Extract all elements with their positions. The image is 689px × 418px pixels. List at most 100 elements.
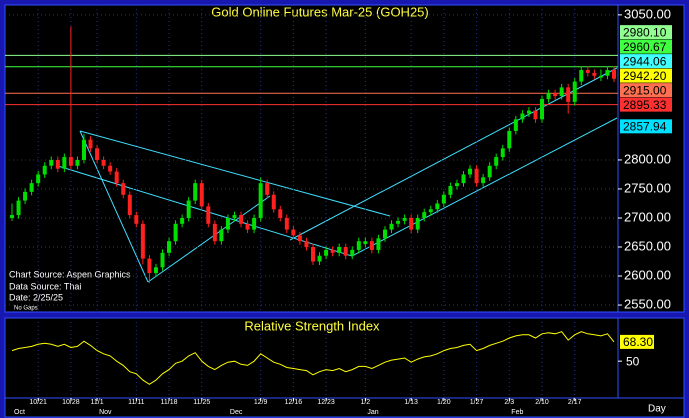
trendline xyxy=(79,130,149,283)
level-box xyxy=(620,54,672,69)
candle-body xyxy=(461,174,466,184)
candle-body xyxy=(317,255,322,262)
source-line: Chart Source: Aspen Graphics xyxy=(9,269,131,279)
candle-body xyxy=(605,69,610,76)
candle-body xyxy=(252,217,257,230)
candle-body xyxy=(376,238,381,250)
trendline xyxy=(289,67,618,241)
y-tick-label: 2550.00 xyxy=(624,296,671,311)
x-tick-label: 1/13 xyxy=(404,399,418,406)
candle-body xyxy=(572,81,577,102)
candle-body xyxy=(422,212,427,218)
candle-body xyxy=(324,249,329,256)
candle-body xyxy=(180,217,185,224)
candle-body xyxy=(23,191,28,201)
level-label: 2942.20 xyxy=(623,69,667,83)
x-unit: Day xyxy=(648,404,666,415)
level-box xyxy=(620,83,672,98)
candle-body xyxy=(245,223,250,230)
candle-body xyxy=(415,217,420,230)
level-box xyxy=(620,39,672,54)
candle-body xyxy=(206,206,211,224)
x-tick-label: 11/25 xyxy=(193,399,210,406)
candle-body xyxy=(566,87,571,102)
candle-body xyxy=(265,183,270,195)
candle-body xyxy=(454,183,459,187)
candle-body xyxy=(513,119,518,131)
candle-body xyxy=(212,223,217,242)
candle-body xyxy=(579,69,584,82)
candle-body xyxy=(278,209,283,218)
candle-body xyxy=(55,159,60,169)
trendline xyxy=(351,117,618,257)
y-tick-label: 2600.00 xyxy=(624,267,671,282)
candle-body xyxy=(428,209,433,213)
chart-title: Gold Online Futures Mar-25 (GOH25) xyxy=(211,4,428,19)
x-tick-label: 12/9 xyxy=(254,399,268,406)
source-line: Date: 2/25/25 xyxy=(9,292,63,302)
candle-body xyxy=(337,247,342,253)
candle-body xyxy=(62,157,67,169)
candle-body xyxy=(134,215,139,224)
candle-body xyxy=(559,87,564,97)
month-label: Nov xyxy=(99,409,112,416)
candle-body xyxy=(199,183,204,207)
candle-body xyxy=(343,247,348,256)
candle-body xyxy=(127,194,132,216)
x-tick-label: 2/3 xyxy=(504,399,514,406)
x-tick-label: 1/2 xyxy=(360,399,370,406)
level-label: 2895.33 xyxy=(623,98,667,112)
candle-body xyxy=(258,183,263,218)
rsi-value-label: 68.30 xyxy=(623,335,653,349)
candle-body xyxy=(101,159,106,166)
candle-body xyxy=(186,200,191,218)
trendline xyxy=(57,165,353,257)
candle-body xyxy=(239,215,244,224)
rsi-panel xyxy=(4,317,619,399)
month-label: Oct xyxy=(14,409,25,416)
x-tick-label: 11/18 xyxy=(161,399,178,406)
trendline xyxy=(147,195,271,283)
candle-body xyxy=(297,235,302,242)
x-tick-label: 12/16 xyxy=(285,399,303,406)
month-label: Dec xyxy=(230,409,243,416)
candle-body xyxy=(193,183,198,201)
candle-body xyxy=(147,258,152,274)
candle-body xyxy=(10,215,14,218)
x-tick-label: 2/17 xyxy=(568,399,582,406)
y-tick-label: 2800.00 xyxy=(624,151,671,166)
level-box xyxy=(620,119,672,134)
trendlines xyxy=(57,67,618,283)
x-tick-label: 1/27 xyxy=(470,399,484,406)
candle-body xyxy=(441,194,446,204)
candle-body xyxy=(140,223,145,259)
candle-body xyxy=(219,229,224,242)
rsi-title: Relative Strength Index xyxy=(244,318,380,333)
candle-body xyxy=(88,139,93,149)
candle-body xyxy=(474,168,479,184)
month-label: Jan xyxy=(367,409,378,416)
candle-body xyxy=(592,72,597,76)
level-box xyxy=(620,68,672,83)
candle-body xyxy=(81,139,86,160)
candle-body xyxy=(533,110,538,120)
candle-body xyxy=(540,99,545,120)
candle-body xyxy=(363,241,368,245)
candle-body xyxy=(402,217,407,221)
candle-body xyxy=(468,168,473,175)
level-label: 2980.10 xyxy=(623,25,667,39)
y-tick-label: 2750.00 xyxy=(624,180,671,195)
candle-body xyxy=(68,157,73,166)
y-tick-label: 3050.00 xyxy=(624,6,671,21)
candle-body xyxy=(369,241,374,250)
candle-body xyxy=(389,223,394,230)
candle-body xyxy=(481,177,486,184)
candle-body xyxy=(167,241,172,253)
x-tick-label: 10/21 xyxy=(29,399,47,406)
candle-body xyxy=(350,249,355,256)
candle-body xyxy=(304,241,309,248)
candle-body xyxy=(435,203,440,210)
candle-body xyxy=(507,130,512,149)
level-label: 2960.67 xyxy=(623,40,667,54)
